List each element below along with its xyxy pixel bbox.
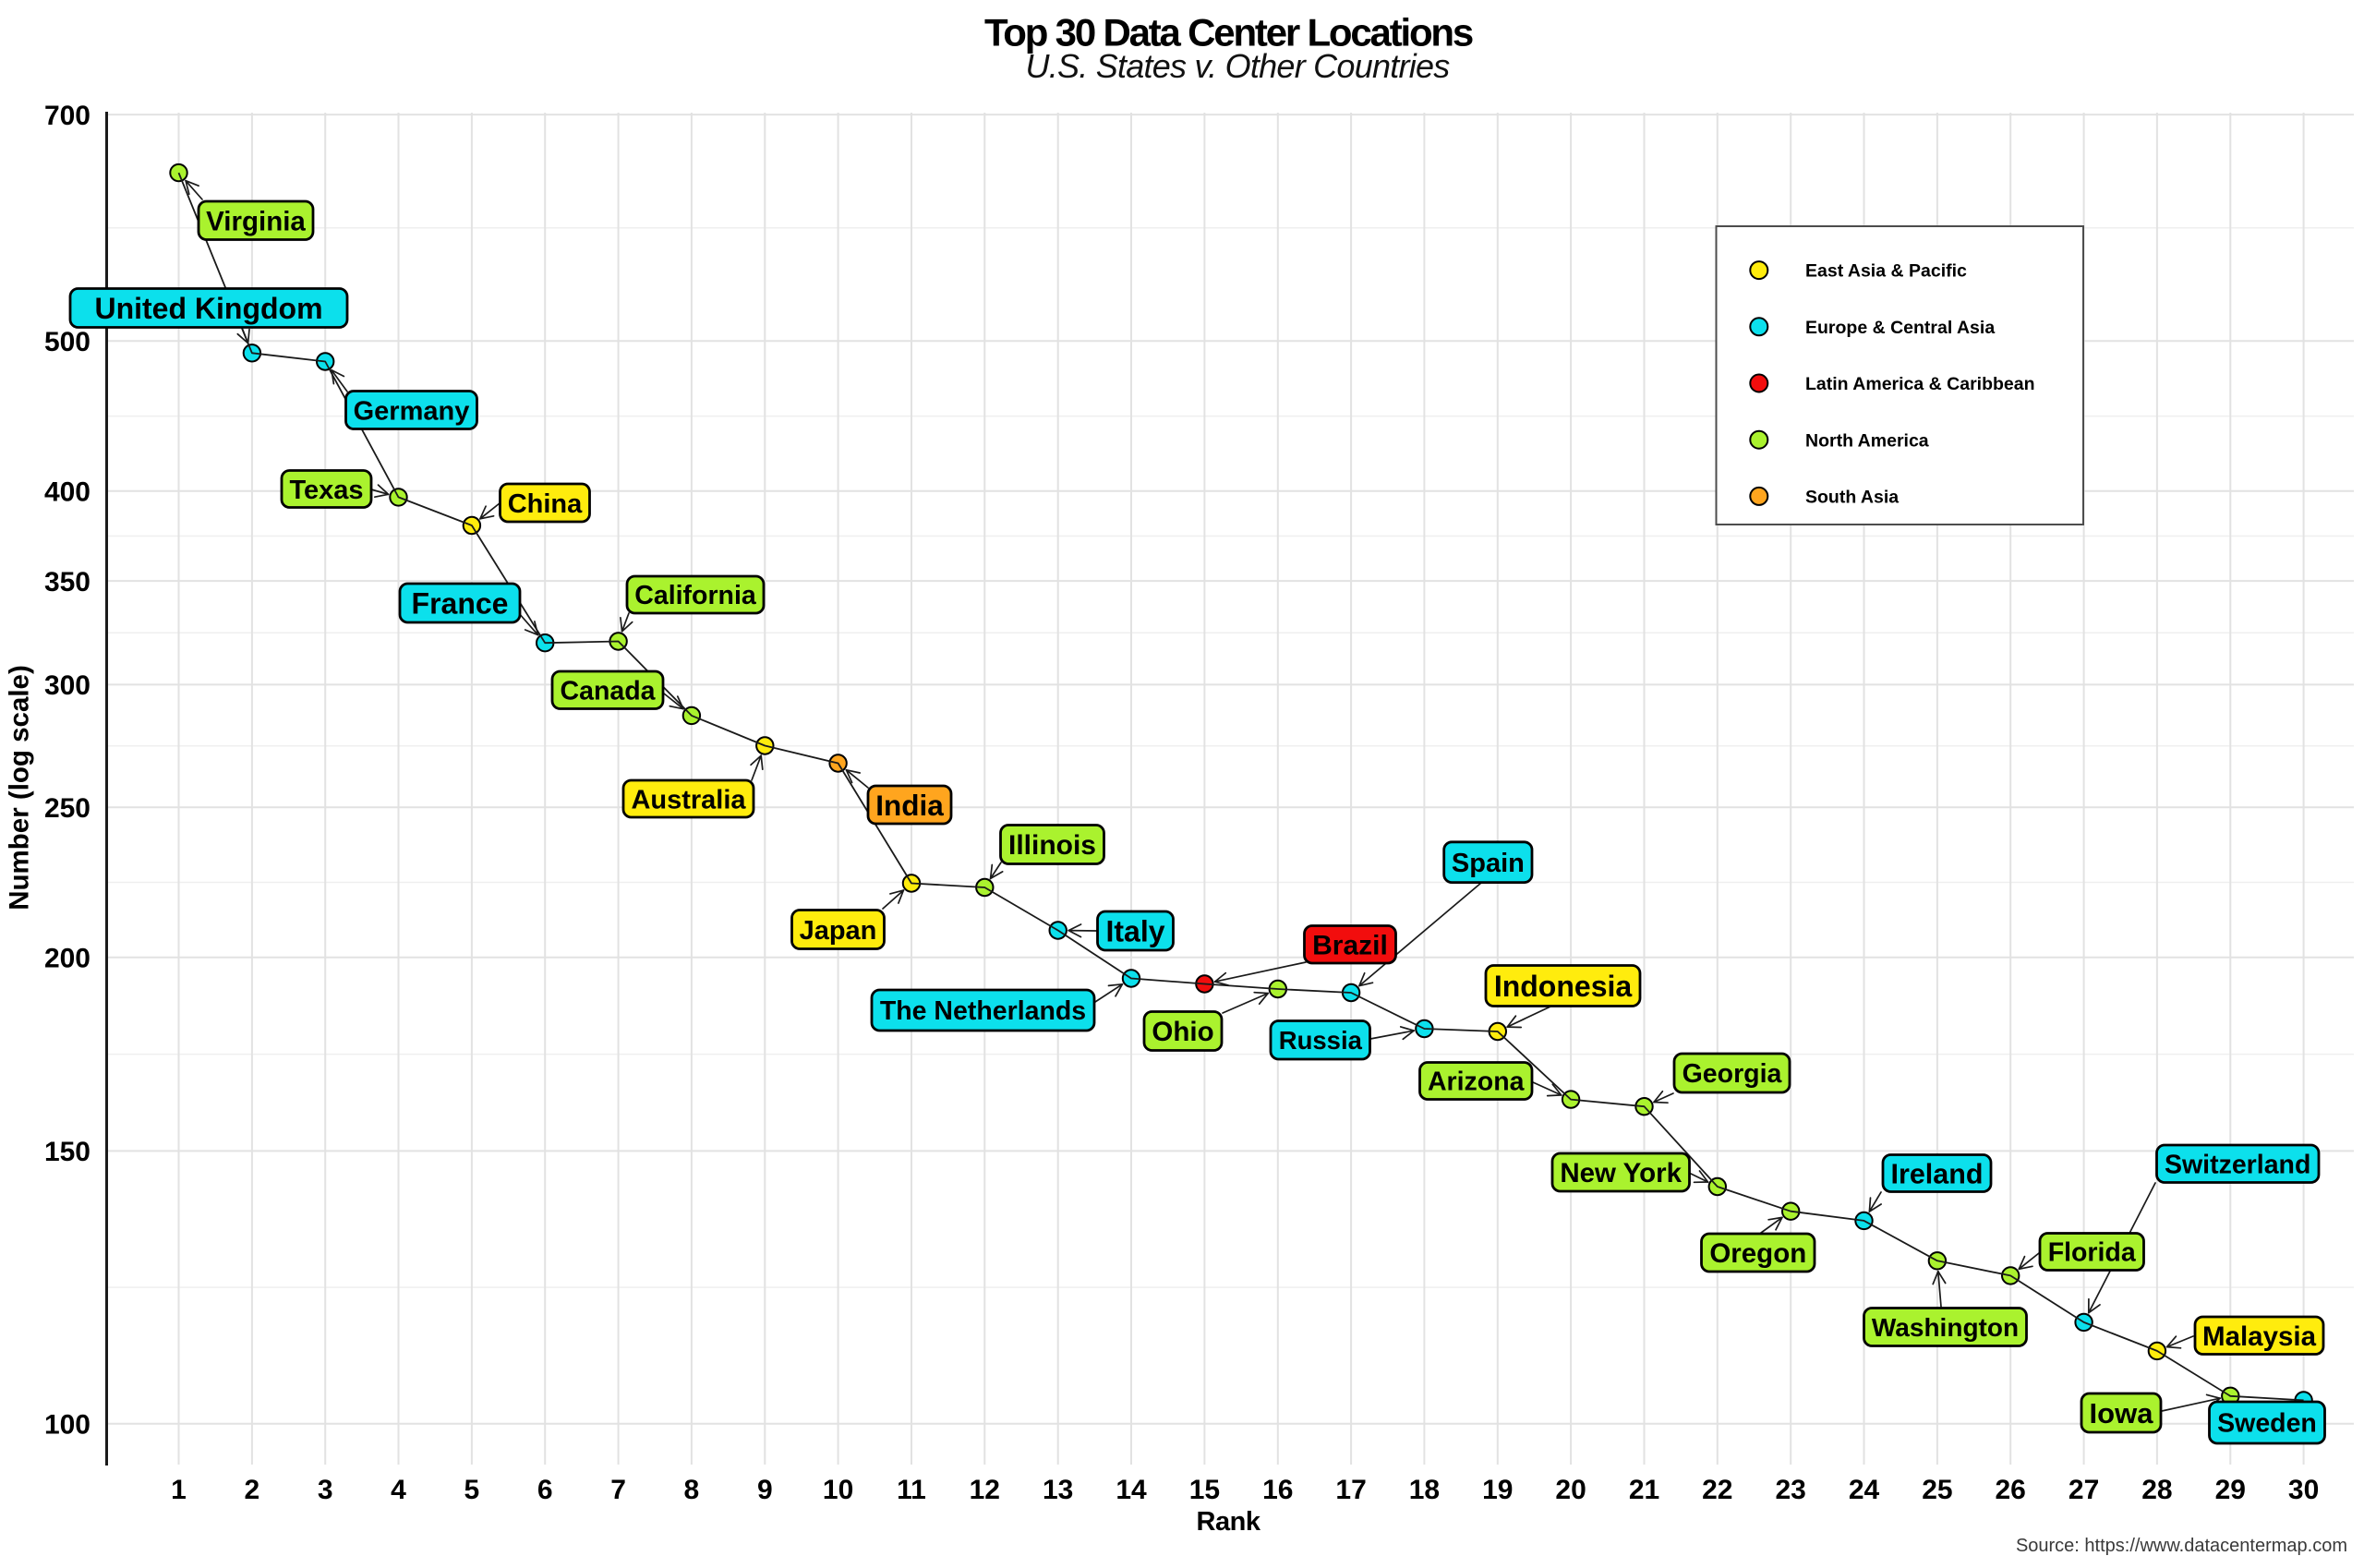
svg-text:7: 7: [610, 1475, 626, 1505]
svg-text:24: 24: [1849, 1475, 1880, 1505]
svg-text:12: 12: [970, 1475, 1000, 1505]
svg-text:30: 30: [2288, 1475, 2319, 1505]
svg-text:Oregon: Oregon: [1709, 1238, 1806, 1269]
svg-text:26: 26: [1996, 1475, 2026, 1505]
svg-text:Latin America & Caribbean: Latin America & Caribbean: [1805, 374, 2035, 394]
svg-text:2: 2: [245, 1475, 260, 1505]
svg-text:Texas: Texas: [289, 476, 363, 505]
svg-text:8: 8: [684, 1475, 700, 1505]
svg-text:5: 5: [464, 1475, 480, 1505]
svg-text:27: 27: [2068, 1475, 2099, 1505]
svg-text:United Kingdom: United Kingdom: [94, 292, 322, 325]
svg-text:Virginia: Virginia: [206, 206, 306, 236]
svg-text:21: 21: [1629, 1475, 1659, 1505]
svg-text:100: 100: [44, 1410, 90, 1441]
svg-text:400: 400: [44, 477, 90, 508]
svg-text:Australia: Australia: [631, 785, 746, 814]
svg-text:China: China: [508, 489, 583, 519]
svg-text:Russia: Russia: [1279, 1026, 1363, 1055]
svg-text:India: India: [875, 789, 944, 822]
svg-text:Malaysia: Malaysia: [2202, 1321, 2317, 1352]
svg-text:17: 17: [1335, 1475, 1366, 1505]
svg-text:North America: North America: [1805, 430, 1929, 451]
svg-text:Brazil: Brazil: [1312, 931, 1388, 961]
svg-text:Source: https://www.datacenter: Source: https://www.datacentermap.com: [2016, 1536, 2347, 1556]
svg-text:Number (log scale): Number (log scale): [5, 665, 35, 911]
svg-text:The Netherlands: The Netherlands: [880, 996, 1086, 1026]
svg-text:22: 22: [1702, 1475, 1732, 1505]
svg-text:Indonesia: Indonesia: [1494, 970, 1633, 1003]
svg-text:14: 14: [1116, 1475, 1147, 1505]
svg-text:18: 18: [1409, 1475, 1440, 1505]
svg-text:Illinois: Illinois: [1008, 830, 1096, 861]
svg-text:Spain: Spain: [1452, 849, 1525, 878]
svg-text:California: California: [634, 581, 757, 610]
svg-text:Ohio: Ohio: [1152, 1017, 1213, 1047]
svg-text:200: 200: [44, 944, 90, 974]
svg-text:300: 300: [44, 670, 90, 701]
svg-text:Italy: Italy: [1105, 915, 1164, 948]
svg-text:29: 29: [2215, 1475, 2246, 1505]
svg-text:Top 30 Data Center Locations: Top 30 Data Center Locations: [984, 11, 1473, 54]
svg-text:Ireland: Ireland: [1890, 1158, 1983, 1189]
svg-text:9: 9: [757, 1475, 773, 1505]
svg-text:Georgia: Georgia: [1683, 1059, 1783, 1089]
svg-text:3: 3: [318, 1475, 333, 1505]
svg-text:23: 23: [1776, 1475, 1806, 1505]
svg-text:350: 350: [44, 567, 90, 597]
svg-text:U.S. States v. Other Countries: U.S. States v. Other Countries: [1025, 47, 1450, 85]
svg-text:Canada: Canada: [561, 677, 657, 706]
svg-text:Japan: Japan: [800, 916, 877, 946]
svg-text:19: 19: [1482, 1475, 1513, 1505]
svg-text:Washington: Washington: [1872, 1313, 2019, 1342]
svg-text:South Asia: South Asia: [1805, 488, 1899, 508]
svg-text:700: 700: [44, 101, 90, 131]
svg-text:13: 13: [1043, 1475, 1073, 1505]
svg-text:15: 15: [1189, 1475, 1220, 1505]
svg-text:250: 250: [44, 793, 90, 824]
svg-text:East Asia & Pacific: East Asia & Pacific: [1805, 261, 1967, 282]
svg-text:6: 6: [537, 1475, 553, 1505]
svg-text:25: 25: [1922, 1475, 1952, 1505]
svg-text:1: 1: [171, 1475, 187, 1505]
svg-text:20: 20: [1555, 1475, 1586, 1505]
svg-text:500: 500: [44, 327, 90, 357]
svg-text:11: 11: [897, 1475, 926, 1505]
svg-text:10: 10: [823, 1475, 853, 1505]
svg-text:Rank: Rank: [1197, 1507, 1261, 1537]
svg-text:Switzerland: Switzerland: [2165, 1151, 2310, 1180]
svg-text:New York: New York: [1560, 1158, 1682, 1188]
svg-text:Sweden: Sweden: [2217, 1409, 2317, 1439]
svg-text:Germany: Germany: [354, 396, 470, 426]
svg-text:150: 150: [44, 1137, 90, 1167]
svg-text:Arizona: Arizona: [1428, 1067, 1526, 1097]
svg-text:Florida: Florida: [2048, 1238, 2137, 1268]
svg-text:4: 4: [391, 1475, 406, 1505]
svg-text:16: 16: [1262, 1475, 1293, 1505]
svg-text:France: France: [412, 587, 509, 621]
svg-text:Europe & Central Asia: Europe & Central Asia: [1805, 318, 1995, 338]
svg-text:Iowa: Iowa: [2090, 1397, 2154, 1429]
svg-text:28: 28: [2141, 1475, 2172, 1505]
